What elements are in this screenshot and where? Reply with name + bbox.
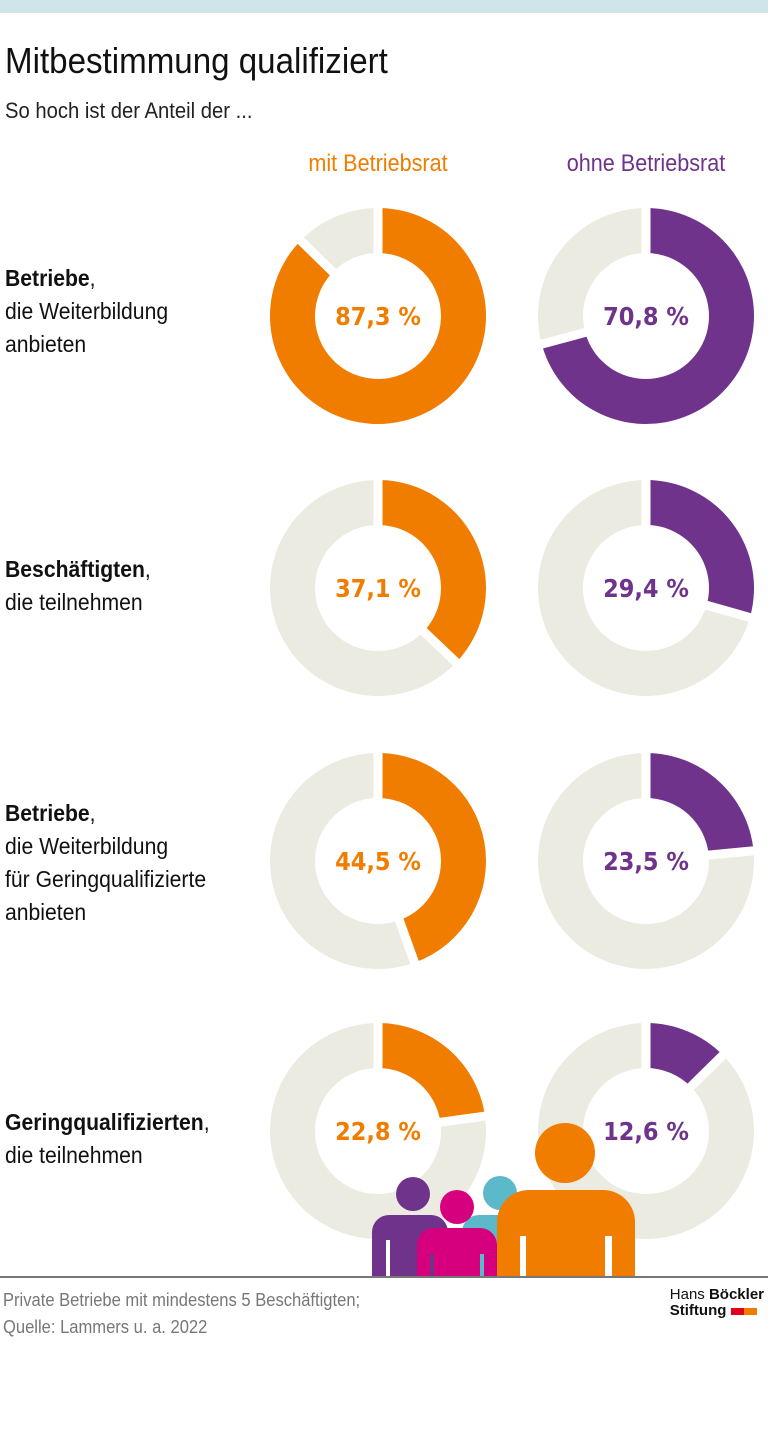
footer-source: Quelle: Lammers u. a. 2022 (3, 1317, 208, 1337)
row-label-bold: Betriebe (5, 800, 90, 826)
donut-gap (296, 235, 338, 277)
donut-value-label: 37,1 % (335, 574, 421, 603)
donut-segment-value (270, 208, 486, 425)
donut-value-label: 87,3 % (335, 302, 421, 331)
row-label-comma: , (89, 265, 96, 291)
row-label-bold: Beschäftigten (5, 556, 145, 582)
logo-orange-bar (743, 1307, 757, 1315)
row-label-comma: , (144, 556, 151, 582)
row-label-comma: , (203, 1109, 210, 1135)
donut-segment-value (378, 1023, 485, 1123)
row-label: Betriebe, die Weiterbildung anbieten (5, 262, 168, 361)
row-label: Geringqualifizierten, die teilnehmen (5, 1106, 210, 1172)
donut-gap (538, 327, 589, 350)
donut-value-label: 44,5 % (335, 847, 421, 876)
row-label-line: die Weiterbildung (5, 298, 169, 324)
footer-note: Private Betriebe mit mindestens 5 Beschä… (3, 1290, 361, 1310)
column-header-mit: mit Betriebsrat (308, 150, 448, 177)
logo-text-hans: Hans (669, 1286, 705, 1303)
donut-value-label: 29,4 % (603, 574, 689, 603)
donut-segment-value (541, 208, 754, 424)
donut-segment-remainder (538, 480, 750, 697)
row-label-comma: , (89, 800, 96, 826)
person-orange (497, 1123, 635, 1277)
donut-segment-value (378, 480, 487, 663)
donut-segment-value (646, 480, 754, 618)
donut-segment-remainder (270, 753, 415, 970)
donut-segment-remainder (538, 1023, 754, 1240)
donut-value-label: 70,8 % (603, 302, 689, 331)
logo-red-bar (730, 1307, 744, 1315)
donut-gap (686, 1050, 728, 1092)
row-label-line: die teilnehmen (5, 1142, 143, 1168)
row-label-bold: Betriebe (5, 265, 90, 291)
donut-gap (437, 1111, 488, 1128)
row-label-bold: Geringqualifizierten (5, 1109, 204, 1135)
donut-value-label: 22,8 % (335, 1117, 421, 1146)
donut-gap (394, 916, 420, 967)
logo-text-boeckler: Böckler (708, 1286, 764, 1303)
row-label-line: für Geringqualifizierte (5, 866, 207, 892)
donut-value-label: 12,6 % (603, 1117, 689, 1146)
row-label-line: die teilnehmen (5, 589, 143, 615)
donut-value-label: 23,5 % (603, 847, 689, 876)
donut-segment-value (378, 753, 487, 963)
donut-segment-remainder (538, 208, 646, 345)
donut-gap (706, 846, 756, 860)
hans-boeckler-stiftung-logo: Hans Böckler Stiftung (670, 1287, 764, 1319)
donut-segment-remainder (270, 480, 457, 696)
row-label: Beschäftigten, die teilnehmen (5, 553, 151, 619)
donut-segment-value (646, 753, 754, 856)
person-pink (417, 1190, 497, 1277)
page-subtitle: So hoch ist der Anteil der ... (5, 98, 253, 123)
donut-segment-remainder (270, 1023, 487, 1240)
row-label-line: anbieten (5, 899, 87, 925)
donut-gap (419, 626, 461, 668)
top-accent-bar (0, 0, 768, 13)
column-header-ohne: ohne Betriebsrat (566, 150, 726, 177)
row-label-line: anbieten (5, 331, 87, 357)
donut-gap (703, 600, 754, 623)
donut-segment-remainder (538, 753, 754, 970)
footer-divider (0, 1276, 768, 1278)
logo-text-stiftung: Stiftung (669, 1302, 727, 1319)
row-label-line: die Weiterbildung (5, 833, 169, 859)
page-title: Mitbestimmung qualifiziert (5, 40, 388, 81)
row-label: Betriebe, die Weiterbildung für Geringqual… (5, 797, 206, 929)
